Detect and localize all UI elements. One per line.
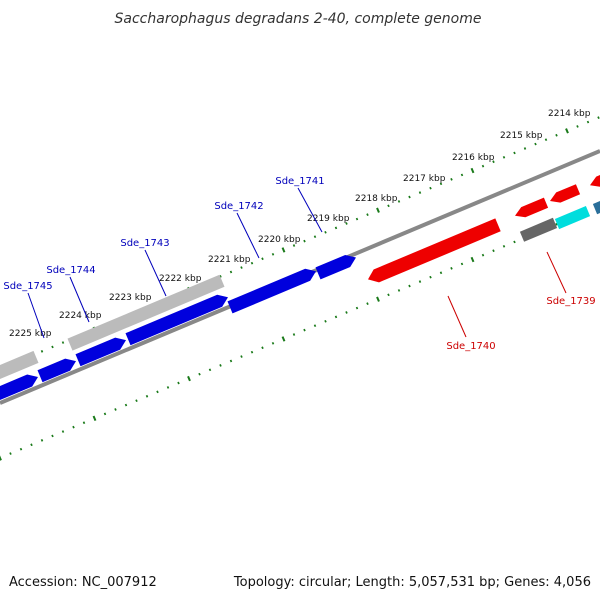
sde-1740-label[interactable]: Sde_1740 [446,341,495,352]
feature-sde-1742-arrow [125,294,228,346]
sde-1744-label[interactable]: Sde_1744 [46,265,95,276]
tick-label: 2221 kbp [208,255,251,265]
feature-grey-left [0,350,39,380]
sde-1742-leader-line [236,212,260,259]
tick-row-inner [0,222,558,461]
feature-red-small-arrow [550,184,581,203]
feature-sde-1745-arrow [0,374,38,401]
sde-1745-leader-line [27,292,45,339]
gene-features [0,175,600,401]
feature-teal [592,201,600,215]
tick-label: 2215 kbp [500,131,543,141]
feature-red-edge-arrow [590,175,600,187]
tick-label: 2223 kbp [109,293,152,303]
sde-1743-label[interactable]: Sde_1743 [120,238,169,249]
tick-label: 2216 kbp [452,153,495,163]
sde-1739-leader-line [546,251,567,294]
sde-1744-leader-line [69,276,90,323]
feature-sde-1740-arrow [368,218,501,283]
sde-1742-label[interactable]: Sde_1742 [214,201,263,212]
feature-grey-long [67,274,225,351]
map-title: Saccharophagus degradans 2-40, complete … [115,11,482,27]
sde-1741-leader-line [297,187,323,233]
feature-cyan [554,206,591,230]
tick-label: 2217 kbp [403,174,446,184]
feature-sde-1744-arrow [37,358,76,383]
accession-text: Accession: NC_007912 [9,575,157,590]
tick-label: 2214 kbp [548,109,591,119]
tick-label: 2218 kbp [355,194,398,204]
feature-sde-1739-arrow [515,197,549,218]
tick-label: 2220 kbp [258,235,301,245]
tick-rows [0,116,600,461]
sde-1745-label[interactable]: Sde_1745 [3,281,52,292]
sde-1740-leader-line [447,295,467,338]
sde-1743-leader-line [144,249,167,297]
feature-sde-1741-arrow [227,268,316,314]
sde-1741-label[interactable]: Sde_1741 [275,176,324,187]
tick-labels: 2214 kbp 2215 kbp 2216 kbp 2217 kbp 2218 kbp… [9,109,591,339]
tick-label: 2225 kbp [9,329,52,339]
genome-summary-text: Topology: circular; Length: 5,057,531 bp… [233,575,591,590]
feature-grey-dark [519,217,558,242]
feature-sde-1741b-arrow [315,255,356,280]
tick-label: 2219 kbp [307,214,350,224]
tick-label: 2224 kbp [59,311,102,321]
tick-label: 2222 kbp [159,274,202,284]
feature-sde-1743-arrow [75,337,126,367]
sde-1739-label[interactable]: Sde_1739 [546,296,595,307]
gene-labels: Sde_1741 Sde_1742 Sde_1743 Sde_1744 Sde_1745… [3,176,595,352]
